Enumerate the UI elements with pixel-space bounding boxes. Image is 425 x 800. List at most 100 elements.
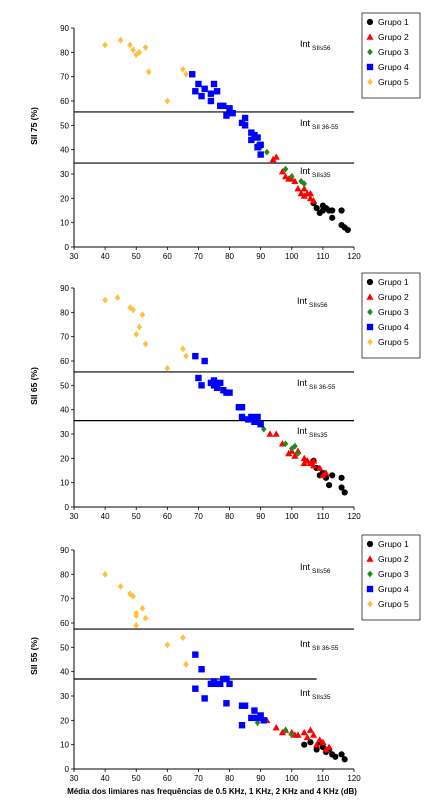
panel-1-region-label-1-sub: SIIs56 [312, 45, 331, 52]
panel-3-region-label-2: Int SII 36-55 [300, 639, 339, 652]
panel-1-thresholds [74, 111, 354, 164]
panel-3-x-tick-label: 50 [132, 774, 141, 783]
panel-1-region-label-3: Int SIIs35 [300, 166, 331, 179]
panel-3-y-tick-label: 60 [60, 619, 69, 628]
panel-1-x-tick-label: 120 [347, 252, 361, 261]
panel-2-grupo-5-point [180, 345, 186, 353]
panel-3-x-tick-label: 80 [225, 774, 234, 783]
panel-3-grupo-4-point [251, 707, 258, 714]
panel-3-grupo-2-point [272, 724, 280, 731]
panel-3-x-tick-label: 40 [101, 774, 110, 783]
panel-2-grupo-4-point [210, 377, 218, 384]
panel-1-x-tick-label: 40 [101, 252, 110, 261]
panel-3-region-label-3: Int SIIs35 [300, 688, 331, 701]
panel-2-grupo-5-point [114, 294, 121, 302]
panel-2-x-tick-label: 110 [317, 512, 330, 521]
panel-2-grupo-3-point [282, 440, 289, 448]
panel-1-grupo-4-point [248, 136, 255, 144]
panel-2-grupo-4-point [198, 382, 205, 389]
panel-2-thresholds [74, 371, 354, 422]
panel-3-region-label-2-sub: SII 36-55 [312, 645, 339, 652]
panel-2-y-tick-label: 40 [60, 406, 69, 415]
panel-1-grupo-1-point [338, 207, 345, 214]
panel-1-grupo-2-point [309, 197, 318, 204]
panel-2-grupo-4-point [213, 384, 221, 391]
panel-3-grupo-3-point [282, 726, 289, 734]
panel-2-y-tick-label: 80 [60, 308, 69, 317]
panel-3-region-label-1: Int SIIs56 [300, 562, 331, 575]
panel-1-grupo-2-point [306, 189, 315, 197]
panel-1-grupo-4-point [198, 92, 205, 100]
panel-2-x-tick-label: 50 [132, 512, 141, 521]
panel-2-y-tick-label: 50 [60, 381, 69, 390]
panel-2-grupo-3-point [288, 445, 295, 452]
panel-3-legend-label-4: Grupo 4 [378, 584, 409, 594]
panel-3-legend-label-3: Grupo 3 [378, 569, 409, 579]
panel-1-ylabel: SII 75 (%) [29, 107, 39, 145]
panel-3-grupo-4-point [248, 714, 255, 722]
panel-1-grupo-5-point [180, 65, 186, 73]
panel-1-legend-marker-grupo-3 [367, 48, 373, 56]
panel-2-grupo-2-point [266, 430, 274, 437]
panel-2-legend-label-4: Grupo 4 [378, 322, 409, 332]
panel-3-x-tick-label: 60 [163, 774, 172, 783]
panel-2-y-tick-label: 30 [60, 430, 69, 439]
panel-2-legend-box [361, 272, 421, 359]
panel-2-ticks: 0 10 20 30 40 50 60 70 80 90 30 40 50 60 70 80 90 100 110 1… [60, 284, 361, 521]
panel-1-legend: Grupo 1 Grupo 2 Grupo 3 Grupo 4 Grupo 5 [361, 12, 421, 99]
panel-3-y-tick-label: 50 [60, 643, 69, 652]
panel-1-x-tick-label: 60 [163, 252, 172, 261]
panel-3-points [102, 570, 348, 763]
panel-3-grupo-4-point [201, 695, 208, 702]
panel-2-grupo-4-point [254, 413, 261, 421]
panel-2-region-label-2-main: Int [297, 378, 308, 388]
panel-2-region-label-1: Int SIIs56 [297, 296, 328, 309]
panel-1-ticks: 0 10 20 30 40 50 60 70 80 90 30 40 50 60 70 80 90 100 110 1… [60, 24, 361, 261]
panel-1-grupo-5-point [102, 41, 108, 49]
panel-2-grupo-2-point [272, 430, 280, 437]
panel-2-grupo-4-point [192, 352, 199, 360]
panel-3-grupo-1-point [301, 741, 308, 748]
panel-1-legend-label-4: Grupo 4 [378, 62, 409, 72]
panel-3-axes [73, 550, 354, 770]
panel-2-legend-label-5: Grupo 5 [378, 337, 409, 347]
panel-2-region-label-3: Int SIIs35 [297, 426, 328, 439]
panel-1-region-label-2-main: Int [300, 118, 311, 128]
panel-3-grupo-4-point [241, 702, 249, 709]
panel-2-x-tick-label: 60 [163, 512, 172, 521]
panel-3-legend: Grupo 1 Grupo 2 Grupo 3 Grupo 4 Grupo 5 [361, 534, 421, 621]
panel-3-grupo-4-point [198, 666, 205, 673]
panel-1-grupo-4-point [241, 114, 249, 122]
panel-1-legend-marker-grupo-4 [366, 63, 374, 71]
panel-1-region-label-2: Int SII 36-55 [300, 118, 339, 131]
panel-1-region-label-3-main: Int [300, 166, 311, 176]
panel-3-x-tick-label: 70 [194, 774, 203, 783]
panel-2-grupo-4-point [195, 374, 202, 382]
panel-1-grupo-4-point [189, 71, 196, 78]
panel-1-x-tick-label: 90 [256, 252, 265, 261]
panel-3-xlabel: Média dos limiares nas frequências de 0.… [67, 787, 357, 796]
panel-1-grupo-4-point [213, 88, 221, 95]
panel-1-x-tick-label: 110 [317, 252, 330, 261]
panel-3-legend-marker-grupo-4 [366, 585, 374, 593]
panel-2-grupo-2-point [309, 462, 318, 469]
panel-2-ylabel: SII 65 (%) [29, 367, 39, 405]
panel-3-grupo-5-point [142, 614, 149, 622]
panel-1-grupo-1-point [344, 226, 351, 234]
panel-1-grupo-5-point [130, 46, 136, 54]
panel-3-grupo-1-point [332, 753, 339, 760]
panel-1-grupo-3-point [282, 165, 289, 173]
panel-1-legend-label-1: Grupo 1 [378, 17, 409, 27]
panel-1-legend-marker-grupo-2 [366, 33, 374, 40]
panel-3-grupo-5-point [183, 660, 189, 668]
panel-1-x-tick-label: 80 [225, 252, 234, 261]
panel-2-legend-label-2: Grupo 2 [378, 292, 409, 302]
panel-2-region-label-2: Int SII 36-55 [297, 378, 336, 391]
panel-2-y-tick-label: 0 [65, 503, 70, 512]
panel-3-ylabel: SII 55 (%) [29, 637, 39, 675]
panel-1-grupo-4-point [257, 151, 264, 158]
panel-3-grupo-1-point [313, 746, 320, 753]
panel-2-region-label-1-main: Int [297, 296, 308, 306]
panel-3-grupo-3-point [288, 731, 295, 739]
panel-3-grupo-5-point [102, 570, 108, 578]
